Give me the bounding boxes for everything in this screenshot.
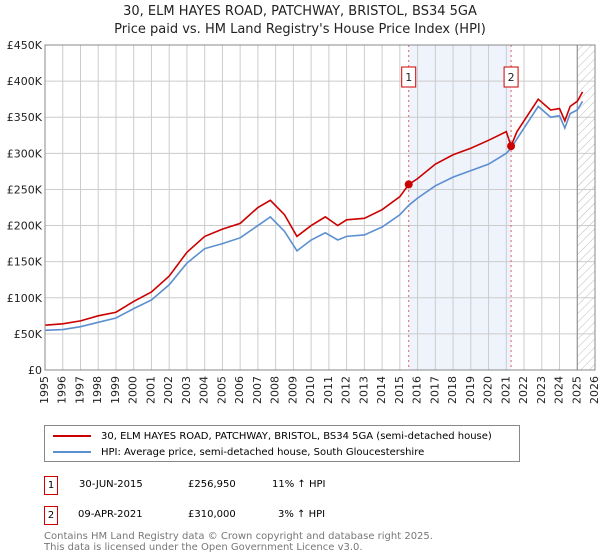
sale-label: 2 <box>508 71 515 84</box>
x-tick-label: 2019 <box>464 376 477 404</box>
x-tick-label: 2011 <box>322 376 335 404</box>
x-tick-label: 2004 <box>198 376 211 404</box>
transaction-price: £256,950 <box>188 479 236 490</box>
x-tick-label: 1995 <box>38 376 51 404</box>
x-tick-label: 2000 <box>127 376 140 404</box>
y-tick-label: £150K <box>7 256 43 269</box>
x-tick-label: 2009 <box>286 376 299 404</box>
transaction-hpi: 11% ↑ HPI <box>272 479 326 490</box>
forecast-hatch <box>577 45 595 370</box>
footer-copyright: Contains HM Land Registry data © Crown c… <box>44 531 433 542</box>
x-tick-label: 2007 <box>251 376 264 404</box>
y-tick-label: £100K <box>7 292 43 305</box>
sale-label: 1 <box>405 71 412 84</box>
legend-red-line <box>53 435 91 437</box>
transaction-date: 30-JUN-2015 <box>79 479 143 490</box>
x-tick-label: 2003 <box>180 376 193 404</box>
x-tick-label: 1997 <box>73 376 86 404</box>
x-tick-label: 2022 <box>517 376 530 404</box>
y-tick-label: £350K <box>7 111 43 124</box>
y-tick-label: £400K <box>7 75 43 88</box>
x-tick-label: 2024 <box>553 376 566 404</box>
x-tick-label: 2010 <box>304 376 317 404</box>
x-tick-label: 2018 <box>446 376 459 404</box>
sale-label-box <box>401 66 417 88</box>
x-tick-label: 2021 <box>499 376 512 404</box>
hpi-line <box>44 100 584 332</box>
x-tick-label: 2002 <box>162 376 175 404</box>
plot-frame <box>44 44 596 371</box>
footer-licence: This data is licensed under the Open Gov… <box>44 542 363 553</box>
price-chart: 1995 1996 1997 1998 1999 2000 2001 2002 2003 2004… <box>7 39 600 404</box>
x-tick-label: 2023 <box>535 376 548 404</box>
y-tick-label: £250K <box>7 183 43 196</box>
chart-subtitle: Price paid vs. HM Land Registry's House … <box>114 22 486 37</box>
legend-blue-line <box>53 451 91 453</box>
chart-title: 30, ELM HAYES ROAD, PATCHWAY, BRISTOL, B… <box>123 4 477 19</box>
y-tick-label: £450K <box>7 39 43 52</box>
x-tick-label: 2005 <box>215 376 228 404</box>
x-tick-label: 2014 <box>375 376 388 404</box>
legend-label-hpi: HPI: Average price, semi-detached house,… <box>101 446 425 458</box>
x-tick-label: 2026 <box>588 376 600 404</box>
transaction-hpi: 3% ↑ HPI <box>278 509 326 520</box>
x-tick-label: 2015 <box>393 376 406 404</box>
x-tick-label: 2017 <box>428 376 441 404</box>
sale-label-box <box>503 66 519 88</box>
x-tick-label: 1998 <box>91 376 104 404</box>
x-tick-label: 1999 <box>109 376 122 404</box>
footer: Contains HM Land Registry data © Crown c… <box>44 531 433 553</box>
sale-point <box>404 180 413 189</box>
y-tick-label: £50K <box>14 328 43 341</box>
x-tick-label: 1996 <box>56 376 69 404</box>
y-tick-label: £300K <box>7 147 43 160</box>
sale-point <box>507 142 516 151</box>
x-tick-label: 2008 <box>269 376 282 404</box>
transaction-marker: 2 <box>44 506 58 525</box>
y-tick-label: £200K <box>7 220 43 233</box>
x-tick-label: 2016 <box>411 376 424 404</box>
transaction-date: 09-APR-2021 <box>78 509 143 520</box>
x-tick-label: 2020 <box>482 376 495 404</box>
transaction-marker: 1 <box>44 476 58 495</box>
x-tick-label: 2025 <box>570 376 583 404</box>
x-tick-label: 2006 <box>233 376 246 404</box>
legend: 30, ELM HAYES ROAD, PATCHWAY, BRISTOL, B… <box>44 425 520 462</box>
y-tick-label: £0 <box>28 364 42 377</box>
x-tick-label: 2013 <box>357 376 370 404</box>
x-tick-label: 2012 <box>340 376 353 404</box>
transaction-row: 1 30-JUN-2015 £256,950 11% ↑ HPI <box>44 476 444 495</box>
transaction-row: 2 09-APR-2021 £310,000 3% ↑ HPI <box>44 506 444 525</box>
x-tick-label: 2001 <box>144 376 157 404</box>
transaction-price: £310,000 <box>188 509 236 520</box>
price-line <box>44 91 584 327</box>
legend-label-property: 30, ELM HAYES ROAD, PATCHWAY, BRISTOL, B… <box>101 430 492 442</box>
shaded-period <box>408 45 512 370</box>
